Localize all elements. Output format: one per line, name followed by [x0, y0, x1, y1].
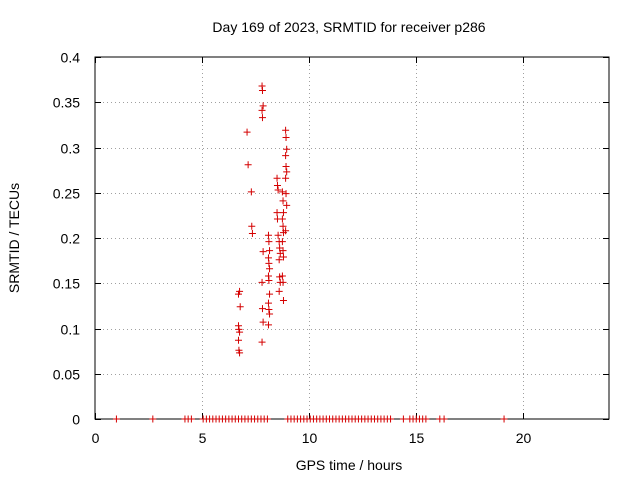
y-tick-label: 0.3 — [61, 141, 81, 157]
data-point — [244, 161, 252, 169]
data-point — [278, 272, 286, 280]
data-point — [279, 278, 287, 286]
data-point — [187, 415, 195, 423]
data-point — [279, 222, 287, 230]
y-tick-label: 0.2 — [61, 231, 81, 247]
x-tick-label: 10 — [302, 430, 318, 446]
x-tick-label: 15 — [409, 430, 425, 446]
data-point — [278, 215, 286, 223]
data-point — [273, 174, 281, 182]
data-point — [266, 247, 274, 255]
y-axis-label: SRMTID / TECUs — [6, 183, 22, 293]
data-point — [283, 201, 291, 209]
y-tick-label: 0.25 — [53, 186, 80, 202]
data-point — [266, 290, 274, 298]
data-point — [264, 231, 272, 239]
data-point — [258, 278, 266, 286]
data-point — [282, 190, 290, 198]
data-point — [265, 277, 273, 285]
data-point — [264, 299, 272, 307]
data-point — [282, 152, 290, 160]
data-point — [259, 318, 267, 326]
point-layer — [112, 82, 508, 423]
data-point — [278, 188, 286, 196]
data-point — [266, 265, 274, 273]
chart-title: Day 169 of 2023, SRMTID for receiver p28… — [212, 19, 485, 35]
y-tick-label: 0.15 — [53, 276, 80, 292]
data-point — [279, 197, 287, 205]
data-point — [259, 248, 267, 256]
data-point — [282, 174, 290, 182]
data-point — [236, 328, 244, 336]
data-point — [258, 106, 266, 114]
data-point — [259, 102, 267, 110]
x-tick-label: 20 — [516, 430, 532, 446]
data-point — [273, 182, 281, 190]
data-point — [279, 209, 287, 217]
data-point — [273, 209, 281, 217]
x-axis-label: GPS time / hours — [296, 457, 403, 473]
y-tick-label: 0.05 — [53, 367, 80, 383]
data-point — [282, 163, 290, 171]
data-point — [258, 86, 266, 94]
data-point — [248, 222, 256, 230]
data-point — [236, 349, 244, 357]
data-point — [282, 134, 290, 142]
data-point — [243, 128, 251, 136]
grid-layer — [95, 57, 609, 419]
data-point — [258, 114, 266, 122]
data-point — [274, 231, 282, 239]
data-point — [266, 310, 274, 318]
data-point — [234, 336, 242, 344]
data-point — [440, 415, 448, 423]
data-point — [283, 145, 291, 153]
data-point — [279, 247, 287, 255]
data-point — [248, 229, 256, 237]
data-point — [247, 188, 255, 196]
data-point — [278, 238, 286, 246]
tick-layer: 0 0.05 0.1 0.15 0.2 0.25 0.3 0.35 0.4 0 5 10 15 20 — [53, 50, 609, 446]
data-point — [236, 287, 244, 295]
data-point — [279, 253, 287, 261]
x-tick-label: 5 — [199, 430, 207, 446]
y-tick-label: 0.35 — [53, 95, 80, 111]
data-point — [265, 305, 273, 313]
data-point — [112, 415, 120, 423]
data-point — [282, 126, 290, 134]
data-point — [149, 415, 157, 423]
y-tick-label: 0 — [72, 412, 80, 428]
y-tick-label: 0.1 — [61, 322, 81, 338]
data-point — [265, 259, 273, 267]
data-point — [275, 256, 283, 264]
data-point — [399, 415, 407, 423]
data-point — [236, 303, 244, 311]
x-tick-label: 0 — [92, 430, 100, 446]
data-point — [283, 168, 291, 176]
data-point — [422, 415, 430, 423]
y-tick-label: 0.4 — [61, 50, 81, 66]
data-point — [282, 227, 290, 235]
data-point — [258, 305, 266, 313]
data-point — [265, 238, 273, 246]
data-point — [279, 296, 287, 304]
data-point — [387, 415, 395, 423]
data-point — [263, 415, 271, 423]
data-point — [264, 321, 272, 329]
data-point — [275, 287, 283, 295]
data-point — [258, 338, 266, 346]
data-point — [500, 415, 508, 423]
data-point — [274, 186, 282, 194]
